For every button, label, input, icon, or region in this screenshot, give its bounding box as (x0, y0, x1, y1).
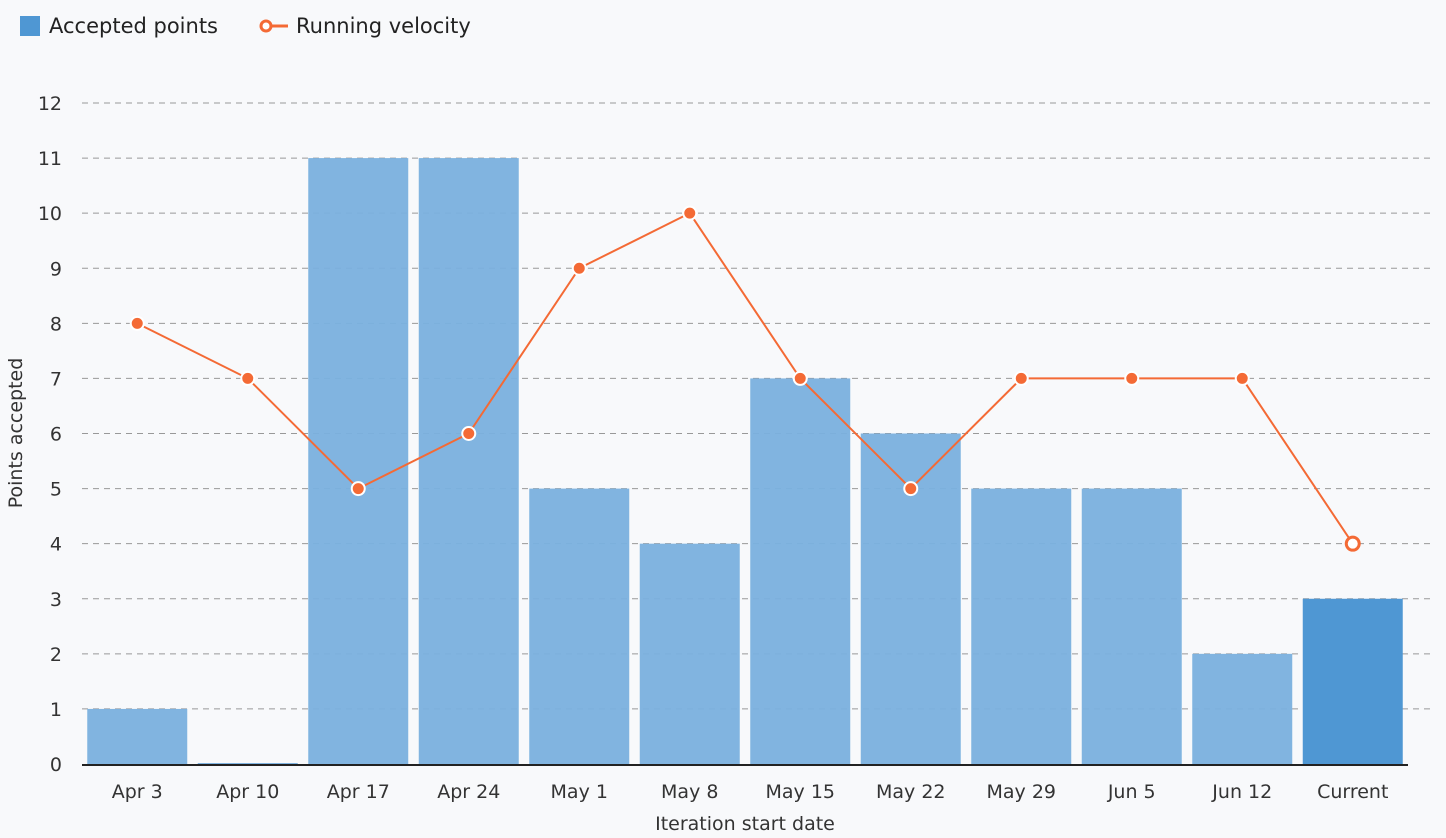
y-tick-label: 12 (38, 93, 62, 115)
y-tick-label: 9 (50, 258, 62, 280)
x-tick-label: Apr 3 (112, 781, 163, 803)
y-tick-label: 7 (50, 368, 62, 390)
x-tick-label: May 8 (661, 781, 718, 803)
y-tick-label: 11 (38, 148, 62, 170)
y-axis-title: Points accepted (5, 358, 27, 509)
velocity-point (682, 205, 698, 221)
y-tick-label: 2 (50, 644, 62, 666)
bar (308, 158, 409, 765)
y-tick-label: 10 (38, 203, 62, 225)
y-tick-label: 6 (50, 424, 62, 446)
velocity-point (350, 481, 366, 497)
x-tick-label: Jun 5 (1107, 781, 1156, 803)
y-tick-label: 1 (50, 699, 62, 721)
velocity-point (1124, 370, 1140, 386)
y-tick-label: 0 (50, 754, 62, 776)
y-tick-label: 8 (50, 313, 62, 335)
bar (639, 543, 740, 764)
line-marker-icon (259, 19, 288, 33)
x-tick-label: May 15 (766, 781, 836, 803)
bar-swatch-icon (20, 16, 40, 36)
velocity-point (1234, 370, 1250, 386)
bar (1081, 488, 1182, 764)
x-tick-label: Apr 10 (216, 781, 279, 803)
velocity-line (136, 211, 1354, 545)
velocity-point (240, 370, 256, 386)
bar (529, 488, 630, 764)
legend-label: Accepted points (49, 14, 218, 38)
y-tick-label: 4 (50, 534, 62, 556)
legend-label: Running velocity (296, 14, 471, 38)
velocity-point (792, 370, 808, 386)
legend-item-running-velocity[interactable]: Running velocity (258, 14, 471, 38)
x-tick-label: Apr 17 (327, 781, 390, 803)
x-tick-label: May 29 (987, 781, 1057, 803)
x-tick-label: Apr 24 (437, 781, 500, 803)
velocity-point (903, 481, 919, 497)
velocity-point (571, 260, 587, 276)
velocity-point (1013, 370, 1029, 386)
x-tick-label: Jun 12 (1211, 781, 1272, 803)
x-tick-label: Current (1317, 781, 1388, 803)
velocity-point (129, 315, 145, 331)
bar (1302, 598, 1403, 764)
bar (197, 763, 298, 764)
y-tick-label: 5 (50, 479, 62, 501)
x-tick-label: May 22 (876, 781, 946, 803)
bar (971, 488, 1072, 764)
y-tick-label: 3 (50, 589, 62, 611)
bar (418, 158, 519, 765)
velocity-point (1344, 535, 1361, 552)
bar (750, 378, 851, 764)
bar (87, 708, 188, 764)
legend-item-accepted-points[interactable]: Accepted points (20, 14, 218, 38)
velocity-point (461, 426, 477, 441)
bar (1192, 653, 1293, 764)
x-axis-title: Iteration start date (655, 813, 835, 835)
x-tick-label: May 1 (551, 781, 608, 803)
legend: Accepted points Running velocity (20, 14, 511, 38)
